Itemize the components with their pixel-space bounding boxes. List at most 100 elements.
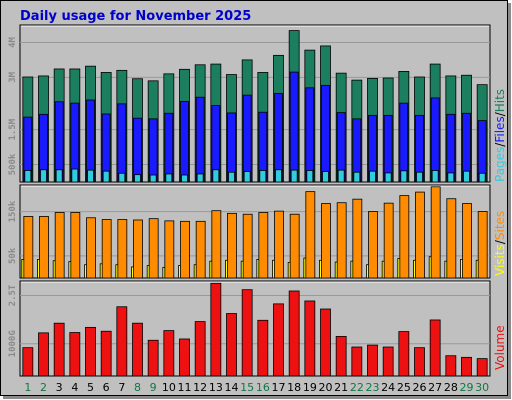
files-bar bbox=[195, 96, 205, 183]
legend-sites-visits: Visits/Sites bbox=[493, 211, 507, 276]
y-tick-label: 4M bbox=[8, 36, 18, 47]
sites-bar bbox=[101, 219, 112, 279]
day-label: 9 bbox=[150, 381, 157, 394]
files-bar bbox=[399, 102, 409, 183]
files-bar bbox=[383, 114, 393, 183]
sites-bar bbox=[430, 186, 441, 279]
files-bar bbox=[446, 113, 456, 183]
sites-bar bbox=[274, 210, 284, 279]
pages-bar bbox=[212, 169, 220, 183]
volume-bar bbox=[335, 335, 347, 377]
day-label: 30 bbox=[475, 381, 489, 394]
volume-bar bbox=[476, 358, 488, 377]
volume-bar bbox=[304, 300, 316, 377]
day-label: 7 bbox=[118, 381, 125, 394]
sites-bar bbox=[148, 218, 159, 279]
sites-bar bbox=[415, 191, 425, 279]
pages-bar bbox=[400, 170, 408, 183]
volume-bar bbox=[367, 344, 378, 377]
day-label: 11 bbox=[178, 381, 192, 394]
sites-bar bbox=[321, 203, 331, 279]
volume-panel: 1000G 2.5T bbox=[8, 280, 491, 377]
files-bar bbox=[305, 87, 315, 183]
files-bar bbox=[180, 101, 189, 183]
volume-bar bbox=[414, 347, 425, 377]
panel-background bbox=[19, 24, 491, 183]
legend-files: Files bbox=[493, 116, 507, 142]
pages-bar bbox=[228, 171, 235, 183]
pages-bar bbox=[322, 171, 329, 183]
sites-bar bbox=[446, 198, 457, 279]
pages-bar bbox=[275, 169, 282, 183]
day-label: 8 bbox=[134, 381, 141, 394]
day-axis: 1 2 3 4 5 6 7 8 9 10 11 12 13 14 15 16 17 18 19 20 21 22 23 24 2… bbox=[24, 381, 489, 394]
volume-bar bbox=[163, 330, 175, 377]
y-tick-label: 150k bbox=[8, 200, 18, 222]
volume-bar bbox=[53, 322, 65, 377]
volume-bar bbox=[257, 319, 269, 377]
day-label: 29 bbox=[460, 381, 474, 394]
day-label: 2 bbox=[40, 381, 47, 394]
sites-bar bbox=[180, 220, 190, 279]
volume-bar bbox=[445, 355, 457, 377]
day-label: 21 bbox=[334, 381, 348, 394]
volume-bar bbox=[147, 339, 159, 377]
y-tick-label: 2.5T bbox=[8, 284, 18, 306]
legend-hits-files-pages: Pages/Files/Hits bbox=[493, 89, 507, 182]
y-tick-label: 500k bbox=[8, 153, 18, 175]
day-label: 12 bbox=[193, 381, 207, 394]
legend-sites: Sites bbox=[493, 211, 507, 240]
day-label: 26 bbox=[413, 381, 427, 394]
chart-title: Daily usage for November 2025 bbox=[20, 9, 251, 24]
pages-bar bbox=[416, 171, 423, 183]
volume-bar bbox=[194, 321, 206, 377]
pages-bar bbox=[243, 171, 251, 183]
volume-bar bbox=[241, 289, 253, 377]
volume-bar bbox=[288, 290, 300, 377]
day-label: 22 bbox=[350, 381, 364, 394]
pages-bar bbox=[71, 168, 79, 183]
volume-bar bbox=[320, 308, 331, 377]
sites-bar bbox=[133, 219, 143, 279]
sites-bar bbox=[477, 211, 488, 279]
day-label: 17 bbox=[272, 381, 286, 394]
day-label: 14 bbox=[225, 381, 239, 394]
volume-bar bbox=[85, 326, 96, 377]
y-tick-label: 3M bbox=[8, 71, 18, 82]
pages-bar bbox=[447, 172, 455, 183]
volume-bar bbox=[116, 306, 128, 377]
legend-sep: / bbox=[493, 111, 507, 116]
volume-bar bbox=[273, 303, 284, 377]
sites-bar bbox=[462, 203, 472, 279]
sites-bar bbox=[227, 212, 237, 279]
sites-bar bbox=[117, 219, 128, 279]
sites-bar bbox=[54, 212, 65, 279]
day-label: 23 bbox=[366, 381, 380, 394]
sites-bar bbox=[164, 220, 175, 279]
day-label: 6 bbox=[103, 381, 110, 394]
sites-visits-panel: 50k 150k bbox=[8, 184, 491, 279]
legend-sep: / bbox=[493, 239, 507, 244]
sites-bar bbox=[383, 202, 394, 279]
sites-bar bbox=[242, 213, 253, 279]
files-bar bbox=[321, 84, 330, 183]
pages-bar bbox=[259, 170, 267, 183]
sites-bar bbox=[258, 212, 269, 279]
files-bar bbox=[117, 103, 127, 183]
sites-bar bbox=[86, 217, 96, 279]
files-bar bbox=[289, 71, 299, 183]
volume-bar bbox=[351, 346, 363, 377]
y-tick-label: 1000G bbox=[8, 330, 18, 357]
volume-bar bbox=[382, 346, 394, 377]
panel-background bbox=[19, 280, 491, 377]
pages-bar bbox=[337, 169, 345, 183]
files-bar bbox=[148, 118, 158, 183]
day-label: 3 bbox=[56, 381, 63, 394]
files-bar bbox=[477, 120, 487, 183]
pages-bar bbox=[102, 170, 110, 183]
day-label: 13 bbox=[209, 381, 223, 394]
pages-bar bbox=[369, 170, 376, 183]
volume-bar bbox=[22, 347, 34, 377]
pages-bar bbox=[290, 169, 298, 183]
